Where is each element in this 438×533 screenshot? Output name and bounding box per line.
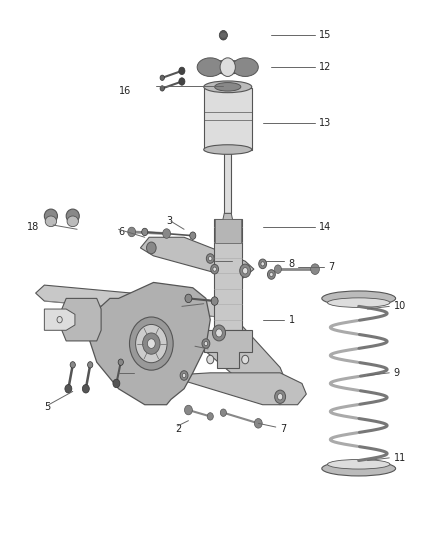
Ellipse shape <box>243 268 248 274</box>
Ellipse shape <box>275 390 286 403</box>
Ellipse shape <box>143 333 160 354</box>
Ellipse shape <box>328 298 390 308</box>
Text: 13: 13 <box>319 118 332 128</box>
Text: 6: 6 <box>119 227 125 237</box>
Ellipse shape <box>259 259 267 269</box>
Text: 12: 12 <box>319 62 332 72</box>
Circle shape <box>254 418 262 428</box>
Circle shape <box>128 227 136 237</box>
Ellipse shape <box>212 325 226 341</box>
Circle shape <box>82 384 89 393</box>
Text: 8: 8 <box>289 259 295 269</box>
Ellipse shape <box>197 58 223 76</box>
Text: 10: 10 <box>394 301 406 311</box>
Circle shape <box>184 405 192 415</box>
Text: 11: 11 <box>394 453 406 463</box>
Circle shape <box>275 265 282 273</box>
Text: 5: 5 <box>44 402 51 413</box>
Ellipse shape <box>67 216 78 227</box>
Ellipse shape <box>322 291 396 306</box>
Ellipse shape <box>328 459 390 469</box>
Circle shape <box>160 86 164 91</box>
Ellipse shape <box>201 61 254 74</box>
Text: 18: 18 <box>27 222 39 232</box>
Bar <box>215 219 241 243</box>
Ellipse shape <box>278 393 283 400</box>
Polygon shape <box>44 309 75 330</box>
Circle shape <box>211 297 218 305</box>
Ellipse shape <box>202 339 210 349</box>
Text: 8: 8 <box>215 259 221 269</box>
Bar <box>214 219 242 330</box>
Polygon shape <box>223 213 233 221</box>
Text: 7: 7 <box>280 424 286 434</box>
Bar <box>204 88 252 150</box>
Polygon shape <box>204 330 252 368</box>
Circle shape <box>179 67 185 75</box>
Circle shape <box>220 409 226 416</box>
Ellipse shape <box>208 256 212 261</box>
Text: 8: 8 <box>193 344 199 354</box>
Ellipse shape <box>136 325 167 363</box>
Text: 15: 15 <box>319 30 332 41</box>
Circle shape <box>142 228 148 236</box>
Ellipse shape <box>147 242 156 254</box>
Ellipse shape <box>242 356 249 364</box>
Bar <box>224 150 231 213</box>
Circle shape <box>88 362 93 368</box>
Ellipse shape <box>57 317 62 323</box>
Circle shape <box>311 264 319 274</box>
Polygon shape <box>141 237 254 280</box>
Polygon shape <box>193 320 289 405</box>
Polygon shape <box>35 285 228 317</box>
Ellipse shape <box>204 81 252 93</box>
Ellipse shape <box>204 145 252 155</box>
Text: 9: 9 <box>394 368 400 378</box>
Ellipse shape <box>322 461 396 476</box>
Polygon shape <box>166 373 306 405</box>
Polygon shape <box>57 298 101 341</box>
Ellipse shape <box>204 342 208 346</box>
Circle shape <box>113 379 120 387</box>
Circle shape <box>70 362 75 368</box>
Ellipse shape <box>207 356 214 364</box>
Circle shape <box>219 30 227 40</box>
Polygon shape <box>88 282 210 405</box>
Text: 14: 14 <box>319 222 332 232</box>
Text: 7: 7 <box>328 262 334 271</box>
Ellipse shape <box>213 267 216 271</box>
Text: 17: 17 <box>180 304 192 314</box>
Ellipse shape <box>45 216 57 227</box>
Ellipse shape <box>270 272 273 277</box>
Text: 16: 16 <box>119 86 131 96</box>
Ellipse shape <box>130 317 173 370</box>
Ellipse shape <box>220 58 235 76</box>
Circle shape <box>160 75 164 80</box>
Circle shape <box>65 384 72 393</box>
Ellipse shape <box>261 262 265 266</box>
Ellipse shape <box>216 329 222 337</box>
Circle shape <box>185 294 192 303</box>
Text: 4: 4 <box>119 370 125 381</box>
Ellipse shape <box>66 209 79 223</box>
Ellipse shape <box>268 270 276 279</box>
Ellipse shape <box>148 339 155 349</box>
Ellipse shape <box>182 373 186 377</box>
Text: 2: 2 <box>175 424 182 434</box>
Text: 1: 1 <box>289 314 295 325</box>
Ellipse shape <box>219 32 227 38</box>
Ellipse shape <box>215 83 241 91</box>
Circle shape <box>179 78 185 85</box>
Ellipse shape <box>240 264 251 277</box>
Ellipse shape <box>44 209 57 223</box>
Text: 3: 3 <box>166 216 173 227</box>
Circle shape <box>162 229 170 238</box>
Circle shape <box>118 359 124 366</box>
Ellipse shape <box>232 58 258 76</box>
Ellipse shape <box>180 370 188 380</box>
Circle shape <box>207 413 213 420</box>
Circle shape <box>190 232 196 239</box>
Ellipse shape <box>211 264 219 274</box>
Ellipse shape <box>206 254 214 263</box>
